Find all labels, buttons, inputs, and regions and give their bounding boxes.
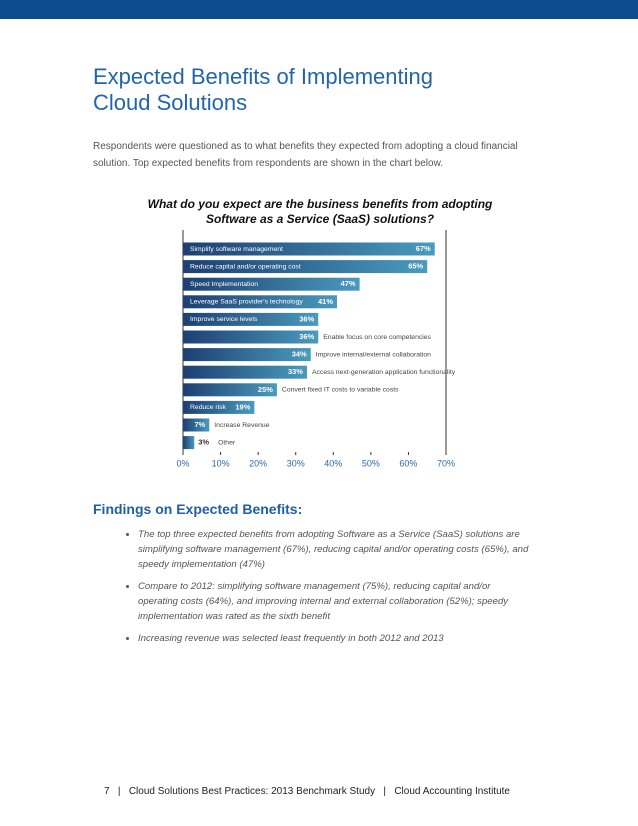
bar [183, 400, 255, 414]
bar [183, 330, 319, 344]
chart-title: What do you expect are the business bene… [147, 197, 493, 226]
x-tick-label: 60% [399, 458, 417, 468]
x-tick-label: 30% [287, 458, 305, 468]
finding: Compare to 2012: simplifying software ma… [138, 579, 533, 624]
header-band [0, 0, 638, 19]
x-tick-label: 20% [249, 458, 267, 468]
category-label: Improve internal/external collaboration [316, 351, 431, 358]
value-label: 7% [194, 420, 205, 429]
finding: Increasing revenue was selected least fr… [138, 631, 533, 646]
value-label: 25% [258, 385, 273, 394]
category-label: Convert fixed IT costs to variable costs [282, 387, 399, 394]
category-label: Reduce capital and/or operating cost [190, 263, 301, 270]
x-tick-label: 50% [362, 458, 380, 468]
category-label: Enable focus on core competencies [323, 334, 431, 341]
value-label: 41% [318, 297, 333, 306]
bar [183, 295, 338, 309]
value-label: 19% [235, 402, 250, 411]
value-label: 36% [299, 332, 314, 341]
intro: Respondents were questioned as to what b… [93, 141, 518, 169]
bar [183, 436, 195, 450]
x-tick-label: 70% [437, 458, 455, 468]
bar [183, 365, 307, 379]
category-label: Access next-generation application funct… [312, 369, 456, 376]
value-label: 3% [198, 438, 209, 447]
bar [183, 418, 210, 432]
category-label: Leverage SaaS provider's technology [190, 299, 303, 306]
value-label: 33% [288, 367, 303, 376]
category-label: Improve service levels [190, 316, 258, 323]
x-tick-label: 40% [324, 458, 342, 468]
category-label: Speed Implementation [190, 281, 258, 288]
x-tick-label: 10% [212, 458, 230, 468]
value-label: 36% [299, 314, 314, 323]
finding: The top three expected benefits from ado… [138, 527, 533, 572]
footer: 7 | Cloud Solutions Best Practices: 2013… [104, 786, 510, 797]
bar [183, 242, 435, 256]
value-label: 65% [408, 262, 423, 271]
value-label: 34% [292, 350, 307, 359]
category-label: Simplify software management [190, 246, 283, 253]
category-label: Increase Revenue [214, 422, 269, 429]
category-label: Reduce risk [190, 404, 226, 411]
page-title: Expected Benefits of Implementing Cloud … [93, 64, 433, 115]
bar [183, 312, 319, 326]
chart: 0% 10% 20% 30% 40% 50% 60% 70% 67% Simplify softw… [176, 230, 456, 468]
category-label: Other [218, 439, 236, 446]
bar [183, 348, 311, 362]
value-label: 67% [416, 244, 431, 253]
findings-heading: Findings on Expected Benefits: [93, 501, 303, 517]
bar [183, 383, 277, 397]
findings-list: The top three expected benefits from ado… [128, 527, 533, 653]
value-label: 47% [341, 279, 356, 288]
x-tick-label: 0% [176, 458, 189, 468]
bar [183, 277, 360, 291]
bar [183, 260, 428, 274]
